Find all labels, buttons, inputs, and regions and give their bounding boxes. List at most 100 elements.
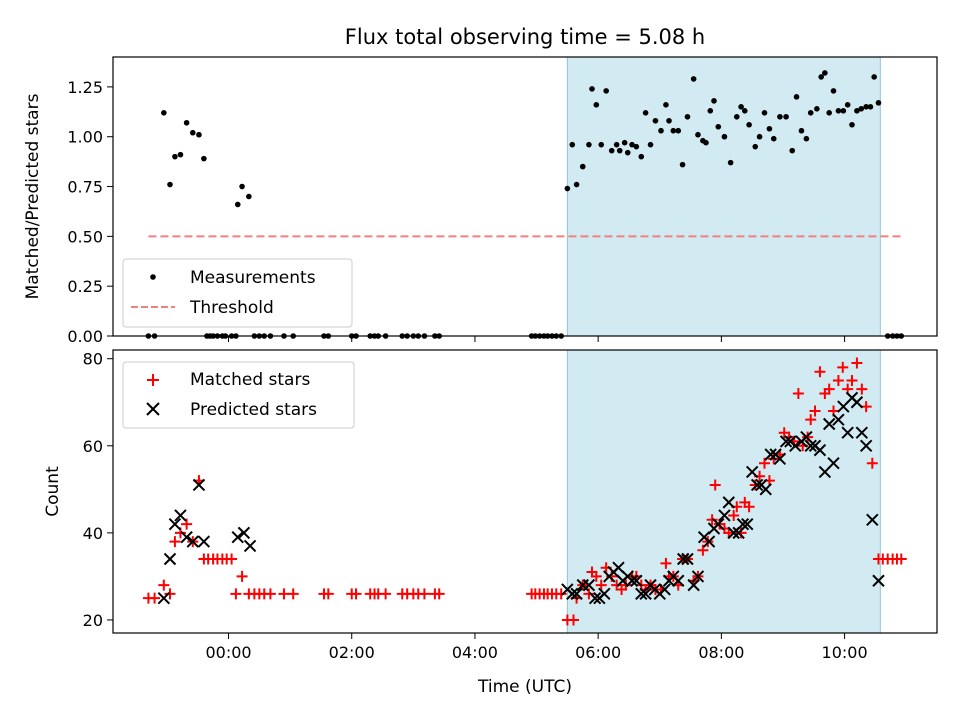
matched-star-point: [660, 557, 672, 569]
matched-star-point: [895, 553, 907, 565]
matched-star-point: [814, 366, 826, 378]
legend-predicted-label: Predicted stars: [190, 400, 317, 420]
predicted-star-point: [231, 531, 244, 544]
matched-star-point: [236, 570, 248, 582]
predicted-star-point: [804, 439, 817, 452]
measurement-point: [814, 106, 820, 112]
predicted-star-point: [180, 531, 193, 544]
predicted-star-point: [859, 439, 873, 452]
predicted-star-point: [764, 448, 777, 461]
measurement-point: [177, 151, 184, 158]
top-panel-frame: [112, 56, 938, 337]
measurement-point: [652, 117, 659, 124]
predicted-star-point: [773, 452, 787, 466]
measurement-point: [741, 108, 748, 114]
matched-star-point: [287, 588, 299, 600]
measurement-point: [858, 106, 865, 112]
predicted-star-point: [745, 465, 759, 479]
matched-star-point: [595, 579, 607, 591]
measurement-point: [183, 119, 190, 126]
measurement-point: [721, 133, 728, 140]
measurement-point: [616, 147, 623, 154]
x-tick-label: 10:00: [822, 643, 868, 662]
legend-matched-label: Matched stars: [190, 370, 310, 390]
measurement-point: [770, 135, 777, 142]
measurement-point: [633, 143, 640, 150]
bottom-legend: Matched stars Predicted stars: [122, 361, 355, 429]
measurement-point: [746, 121, 752, 128]
predicted-star-point: [759, 483, 772, 496]
matched-star-point: [851, 357, 863, 369]
matched-star-point: [728, 509, 740, 521]
measurement-point: [573, 181, 580, 188]
measurement-point: [822, 70, 828, 76]
y-tick-label: 40: [83, 524, 103, 543]
matched-star-point: [590, 570, 602, 582]
matched-star-point: [866, 457, 878, 469]
predicted-star-point: [163, 552, 177, 566]
measurement-point: [564, 185, 571, 192]
predicted-star-point: [582, 578, 596, 592]
matched-star-point: [837, 361, 849, 373]
matched-star-point: [706, 514, 718, 526]
bottom-panel-frame: [112, 349, 938, 634]
observing-window-span: [566, 56, 881, 337]
measurement-point: [840, 108, 847, 114]
predicted-star-point: [192, 478, 206, 492]
matched-star-point: [158, 579, 170, 591]
matched-star-point: [181, 518, 193, 530]
top-legend: Measurements Threshold: [122, 258, 353, 328]
predicted-star-point: [722, 496, 735, 509]
predicted-star-point: [168, 517, 182, 531]
predicted-star-point: [676, 552, 690, 566]
measurement-point: [766, 125, 773, 132]
measurement-point: [849, 121, 855, 128]
predicted-star-point: [197, 535, 211, 548]
measurement-point: [777, 113, 783, 120]
measurement-point: [727, 159, 734, 166]
predicted-star-point: [841, 426, 854, 439]
measurement-point: [854, 108, 860, 114]
measurement-point: [663, 102, 669, 108]
measurement-point: [830, 88, 837, 94]
predicted-star-point: [702, 535, 716, 548]
predicted-star-point: [827, 456, 840, 470]
predicted-star-point: [712, 517, 725, 531]
matched-star-point: [555, 588, 567, 600]
predicted-star-point: [822, 417, 836, 431]
y-tick-label: 1.25: [67, 78, 103, 97]
x-tick-label: 08:00: [698, 643, 744, 662]
bottom-legend-box: [122, 361, 355, 429]
predicted-star-point: [813, 443, 827, 457]
measurement-point: [621, 139, 628, 146]
legend-predicted-marker: [146, 402, 160, 416]
measurement-point: [670, 127, 677, 134]
predicted-star-point: [639, 587, 652, 601]
measurement-point: [598, 141, 605, 148]
legend-measurements-marker: [150, 274, 156, 280]
predicted-star-point: [779, 435, 793, 448]
matched-star-point: [164, 588, 176, 600]
predicted-star-point: [741, 517, 754, 531]
observing-window-span: [566, 349, 881, 634]
measurement-point: [189, 129, 196, 136]
y-tick-label: 20: [83, 611, 103, 630]
predicted-star-point: [566, 587, 579, 601]
measurement-point: [593, 102, 600, 108]
measurement-point: [201, 155, 207, 162]
measurement-point: [586, 141, 592, 148]
measurement-point: [608, 147, 615, 154]
measurement-point: [789, 147, 796, 154]
predicted-star-point: [872, 574, 885, 587]
measurement-point: [647, 141, 654, 148]
predicted-star-point: [750, 478, 764, 492]
measurement-point: [707, 108, 714, 114]
matched-star-point: [350, 588, 362, 600]
measurement-point: [234, 201, 241, 208]
predicted-star-point: [855, 426, 869, 439]
measurement-point: [624, 149, 631, 156]
predicted-star-point: [570, 587, 583, 601]
legend-measurements-label: Measurements: [190, 268, 316, 288]
predicted-star-point: [672, 574, 685, 587]
measurement-point: [738, 104, 744, 110]
